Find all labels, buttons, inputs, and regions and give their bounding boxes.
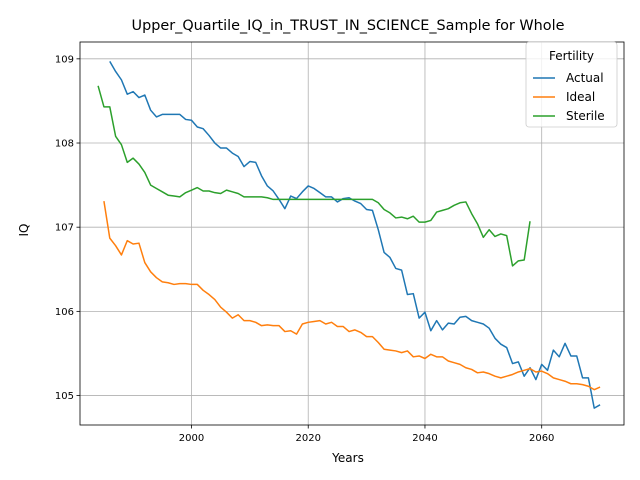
axes-frame: [79, 41, 625, 426]
series-line-ideal: [103, 200, 601, 391]
y-tick-label: 107: [55, 223, 74, 234]
y-tick-label: 109: [55, 54, 74, 65]
y-tick-label: 106: [55, 307, 74, 318]
x-tick-label: 2060: [529, 433, 554, 444]
y-axis-label: IQ: [17, 224, 31, 237]
chart-title: Upper_Quartile_IQ_in_TRUST_IN_SCIENCE_Sa…: [132, 18, 565, 34]
x-axis-label: Years: [331, 451, 364, 465]
y-tick-label: 108: [55, 139, 74, 150]
legend-label-actual: Actual: [566, 71, 604, 85]
legend-box: [525, 41, 618, 128]
series-line-sterile: [97, 85, 531, 267]
x-tick-label: 2040: [412, 433, 437, 444]
legend-title: Fertility: [549, 49, 594, 63]
axis-ticks: 2000 2020 2040 2060 105 106 107 108 109: [55, 54, 555, 444]
legend: Fertility Actual Ideal Sterile: [525, 41, 618, 128]
x-tick-label: 2020: [295, 433, 320, 444]
legend-label-sterile: Sterile: [566, 109, 605, 123]
legend-entries: Actual Ideal Sterile: [533, 71, 605, 123]
x-tick-label: 2000: [179, 433, 204, 444]
legend-label-ideal: Ideal: [566, 90, 595, 104]
series-line-actual: [109, 60, 601, 409]
series-lines: [97, 60, 601, 409]
y-tick-label: 105: [55, 391, 74, 402]
